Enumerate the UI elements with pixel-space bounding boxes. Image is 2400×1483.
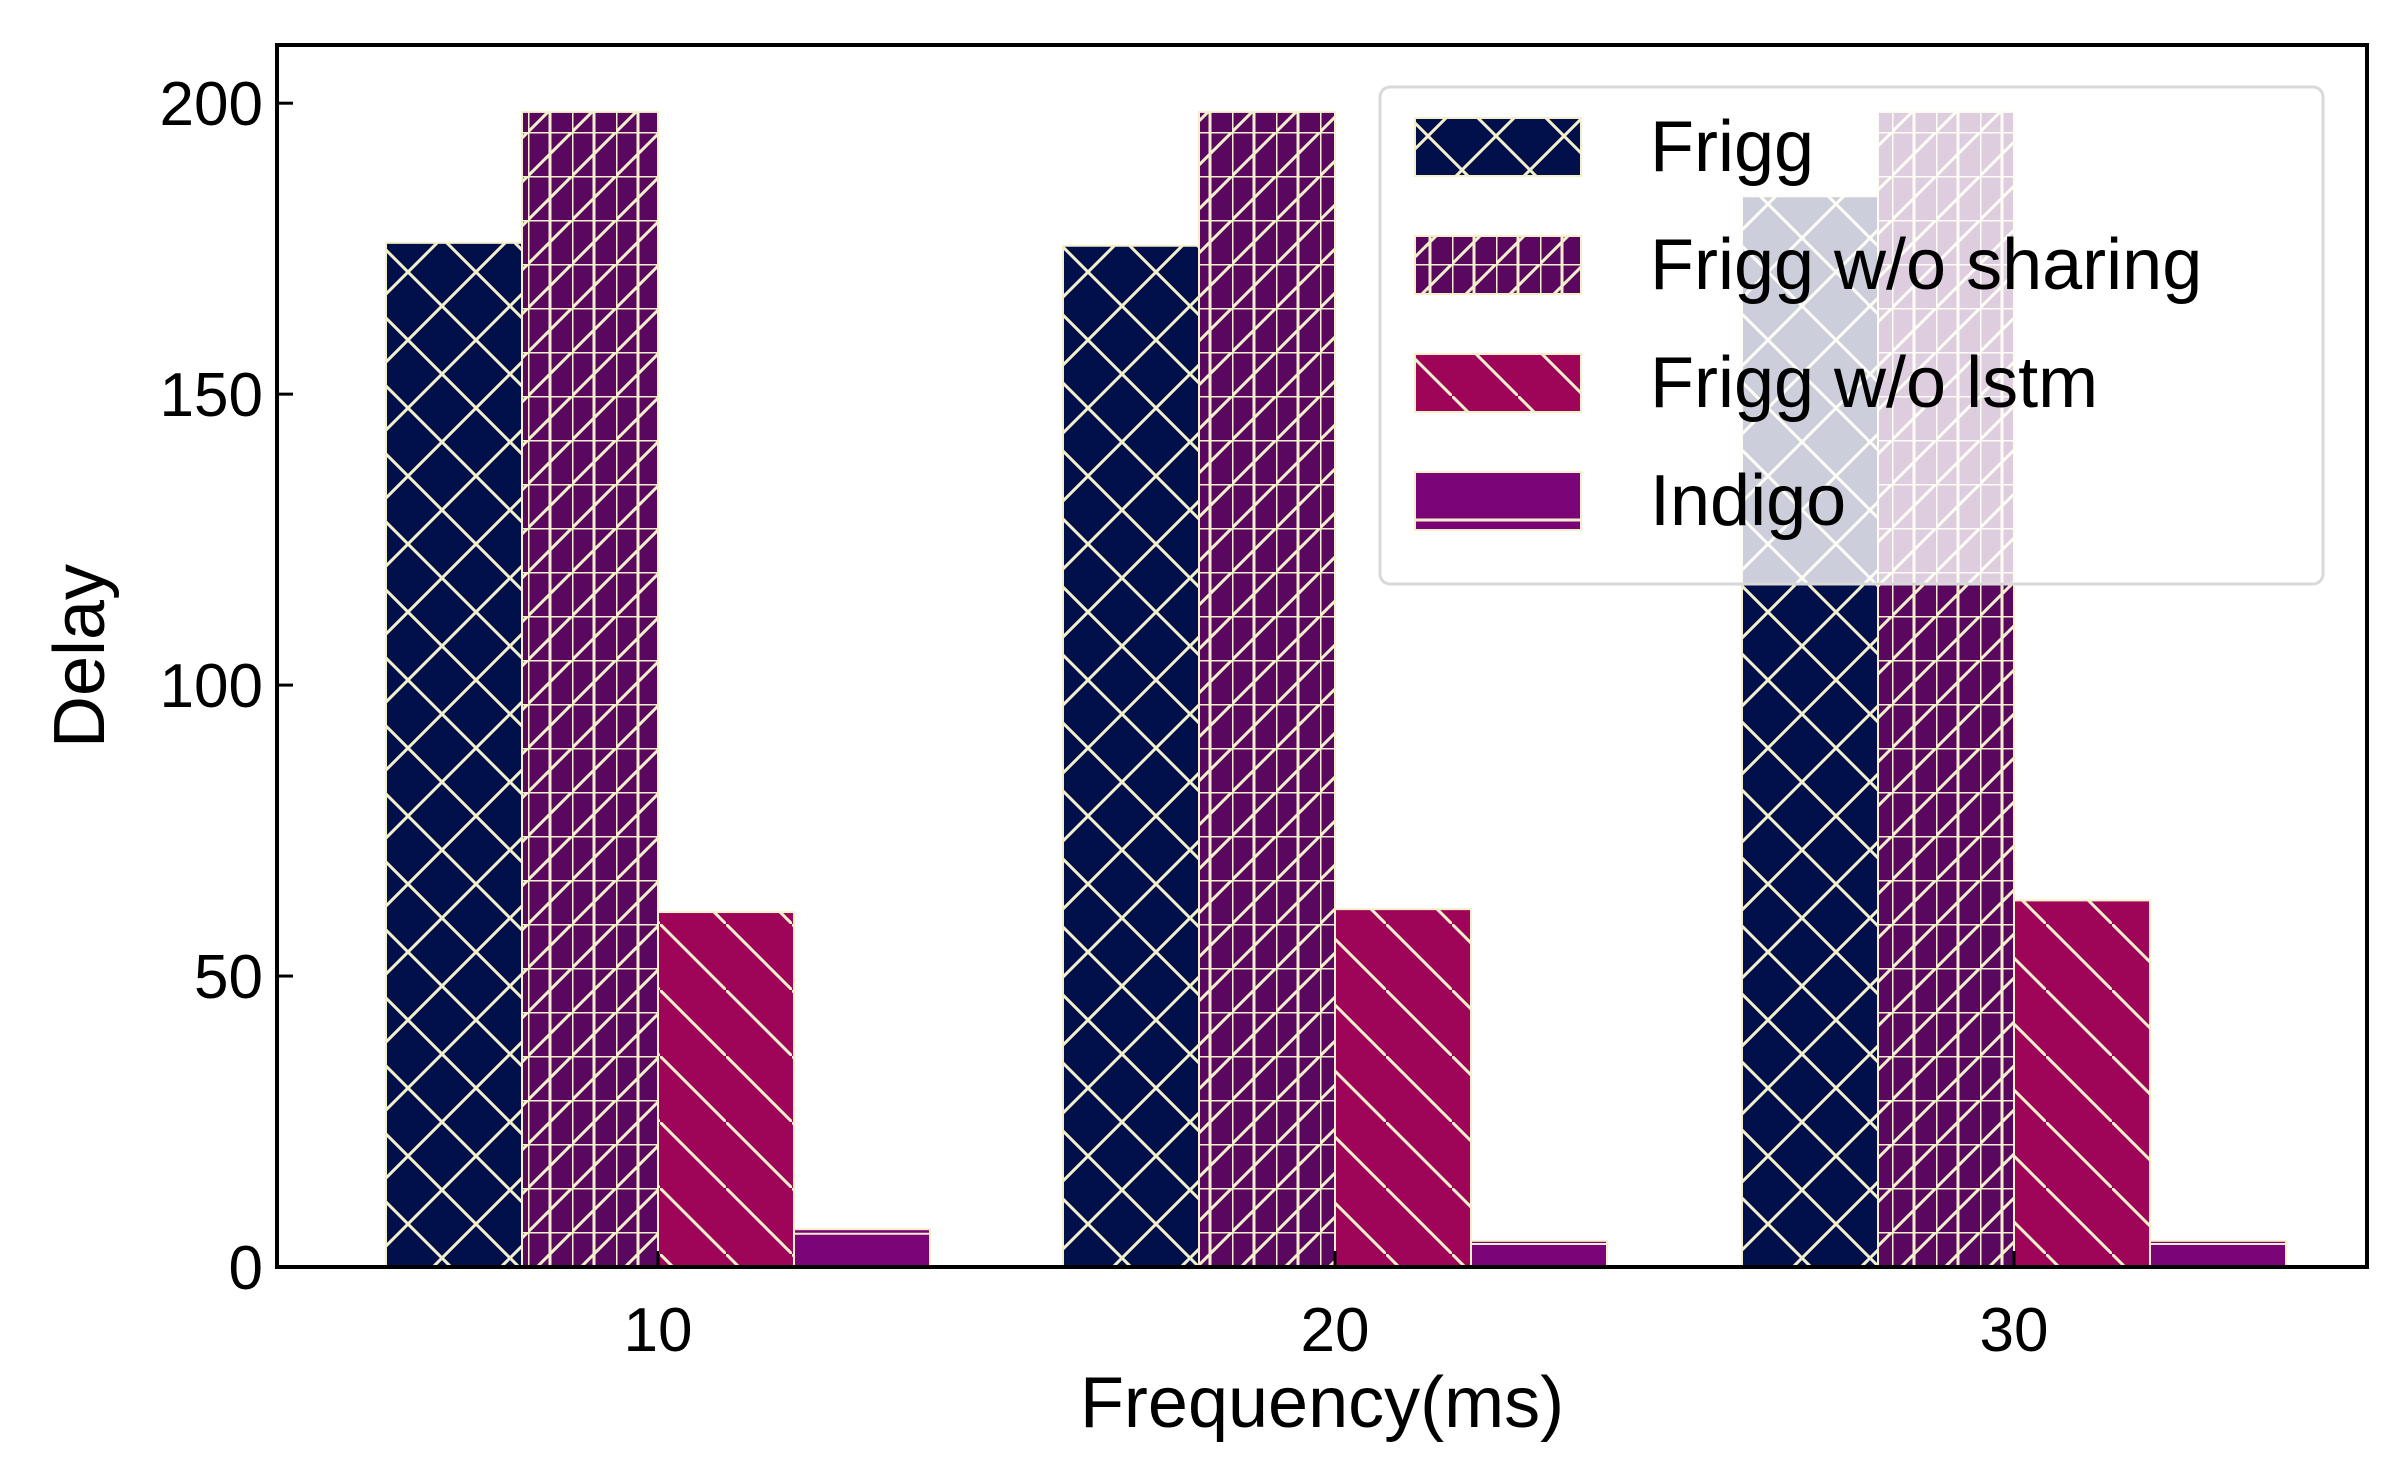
y-tick-label: 150 (160, 361, 263, 430)
x-axis-label: Frequency(ms) (1080, 1363, 1564, 1443)
bar-frigg-w-o-sharing-10 (521, 110, 659, 1268)
legend: Frigg Frigg w/o sharing Frigg w/o lstm Indi… (1378, 85, 2325, 586)
bar-frigg-w-o-lstm-20 (1334, 908, 1472, 1269)
legend-label: Frigg (1650, 107, 1814, 187)
bar-indigo-20 (1470, 1239, 1608, 1269)
x-tick-label: 20 (1301, 1296, 1370, 1365)
y-tick-label: 200 (160, 70, 263, 139)
bar-frigg-w-o-lstm-30 (2013, 899, 2151, 1269)
x-tick-label: 30 (1980, 1296, 2049, 1365)
y-tick-label: 0 (229, 1234, 263, 1303)
legend-item-frigg-w-o-sharing: Frigg w/o sharing (1414, 225, 2202, 305)
legend-item-frigg-w-o-lstm: Frigg w/o lstm (1414, 343, 2098, 423)
bar-frigg-w-o-sharing-20 (1198, 110, 1336, 1268)
legend-label: Frigg w/o sharing (1650, 225, 2202, 305)
y-tick-label: 100 (160, 652, 263, 721)
x-tick-label: 10 (624, 1296, 693, 1365)
bar-frigg-w-o-lstm-10 (657, 911, 795, 1268)
legend-label: Indigo (1650, 461, 1846, 541)
bars-group (385, 110, 2287, 1269)
bar-frigg-20 (1062, 244, 1200, 1268)
legend-item-indigo: Indigo (1414, 461, 1846, 541)
bar-indigo-10 (793, 1228, 931, 1268)
legend-frame (1378, 85, 2325, 586)
legend-item-frigg: Frigg (1414, 107, 1814, 187)
y-tick-label: 50 (194, 943, 263, 1012)
bar-indigo-30 (2149, 1239, 2287, 1269)
legend-label: Frigg w/o lstm (1650, 343, 2098, 423)
bar-frigg-10 (385, 241, 523, 1268)
y-axis-label: Delay (40, 564, 120, 748)
plot-frame (275, 43, 2369, 1269)
x-axis: 10 20 30 (624, 1251, 2049, 1365)
y-axis: 0 50 100 150 200 (160, 70, 293, 1303)
